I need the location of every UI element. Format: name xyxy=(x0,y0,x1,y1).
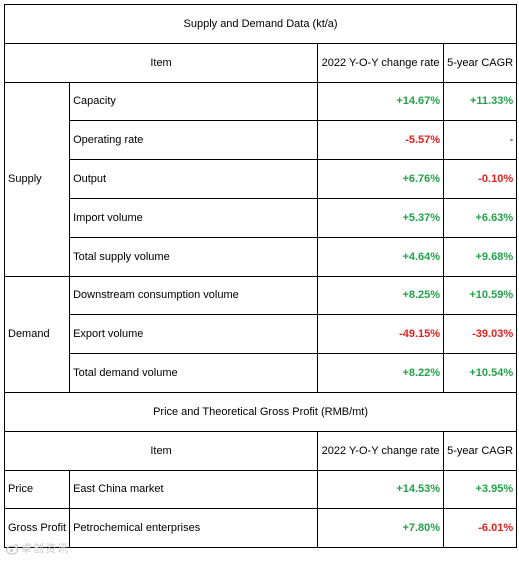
row-cagr: +10.54% xyxy=(443,353,518,393)
table-row: Operating rate -5.57% - xyxy=(5,120,518,161)
row-item: Downstream consumption volume xyxy=(69,275,319,316)
row-item: Total demand volume xyxy=(69,353,319,393)
watermark: 卓创资讯 xyxy=(6,540,69,556)
row-cagr: +10.59% xyxy=(443,275,518,316)
table-row: Demand Downstream consumption volume +8.… xyxy=(3,275,518,393)
table-row: Total supply volume +4.64% +9.68% xyxy=(5,236,518,277)
row-cagr: -39.03% xyxy=(443,314,518,355)
header-yoy: 2022 Y-O-Y change rate xyxy=(317,42,445,83)
table-row: Supply Capacity +14.67% +11.33% xyxy=(3,81,518,277)
table-row: Export volume -49.15% -39.03% xyxy=(5,314,518,355)
row-cagr: -0.10% xyxy=(443,159,518,199)
header-row: Item 2022 Y-O-Y change rate 5-year CAGR xyxy=(3,42,518,83)
section-title-row: Supply and Demand Data (kt/a) xyxy=(3,4,518,44)
row-yoy: +4.64% xyxy=(317,236,445,277)
row-item: Output xyxy=(69,159,319,199)
header-item: Item xyxy=(3,42,319,83)
table-row: Gross Profit Petrochemical enterprises +… xyxy=(3,508,518,549)
row-yoy: +8.22% xyxy=(317,353,445,393)
row-yoy: +14.53% xyxy=(317,469,445,510)
row-yoy: +6.76% xyxy=(317,159,445,199)
row-cagr: -6.01% xyxy=(443,508,518,549)
header-yoy: 2022 Y-O-Y change rate xyxy=(317,430,445,471)
row-item: Export volume xyxy=(69,314,319,355)
row-yoy: +7.80% xyxy=(317,508,445,549)
table-row: Output +6.76% -0.10% xyxy=(5,159,518,199)
row-yoy: -49.15% xyxy=(317,314,445,355)
row-item: Operating rate xyxy=(69,120,319,161)
group-price: Price xyxy=(3,469,71,510)
header-row: Item 2022 Y-O-Y change rate 5-year CAGR xyxy=(3,430,518,471)
row-cagr: - xyxy=(443,120,518,161)
header-cagr: 5-year CAGR xyxy=(443,42,518,83)
supply-demand-title: Supply and Demand Data (kt/a) xyxy=(3,4,518,44)
row-cagr: +11.33% xyxy=(443,81,518,122)
row-item: Import volume xyxy=(69,197,319,238)
row-yoy: +5.37% xyxy=(317,197,445,238)
row-yoy: +8.25% xyxy=(317,275,445,316)
row-item: Petrochemical enterprises xyxy=(69,508,319,549)
price-profit-title: Price and Theoretical Gross Profit (RMB/… xyxy=(3,391,518,432)
row-item: East China market xyxy=(69,469,319,510)
group-gross-profit: Gross Profit xyxy=(3,508,71,549)
row-cagr: +9.68% xyxy=(443,236,518,277)
row-yoy: +14.67% xyxy=(317,81,445,122)
watermark-text: 卓创资讯 xyxy=(21,543,69,555)
header-item: Item xyxy=(3,430,319,471)
data-table: Supply and Demand Data (kt/a) Item 2022 … xyxy=(3,4,518,549)
table-row: Price East China market +14.53% +3.95% xyxy=(3,469,518,510)
row-cagr: +3.95% xyxy=(443,469,518,510)
table-row: Import volume +5.37% +6.63% xyxy=(5,197,518,238)
row-cagr: +6.63% xyxy=(443,197,518,238)
row-item: Capacity xyxy=(69,81,319,122)
row-item: Total supply volume xyxy=(69,236,319,277)
section-title-row: Price and Theoretical Gross Profit (RMB/… xyxy=(3,391,518,432)
group-supply: Supply xyxy=(3,81,71,277)
table-row: Total demand volume +8.22% +10.54% xyxy=(5,353,518,393)
row-yoy: -5.57% xyxy=(317,120,445,161)
group-demand: Demand xyxy=(3,275,71,393)
header-cagr: 5-year CAGR xyxy=(443,430,518,471)
weibo-icon xyxy=(6,543,19,555)
